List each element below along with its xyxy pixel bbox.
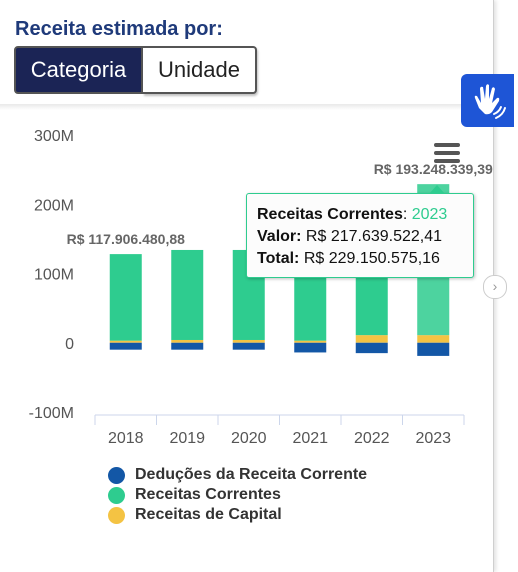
bar-deducoes-2022[interactable] [355,342,388,354]
sign-language-accessibility-button[interactable] [461,74,514,127]
bar-deducoes-2020[interactable] [232,342,265,350]
y-tick-label: 0 [65,336,74,353]
bar-receitas-correntes-2019[interactable] [171,249,204,340]
x-tick-label: 2020 [231,430,267,447]
chart-menu-button[interactable] [434,143,460,165]
legend-label: Receitas de Capital [135,506,282,523]
bar-deducoes-2019[interactable] [171,342,204,350]
x-tick-label: 2022 [354,430,390,447]
bar-receitas-de-capital-2022[interactable] [355,335,388,343]
chart-legend: Deduções da Receita Corrente Receitas Co… [108,465,367,525]
sign-language-icon [474,84,506,119]
tooltip-arrow [429,185,445,194]
y-tick-label: -100M [29,405,74,422]
legend-item-deducoes[interactable]: Deduções da Receita Corrente [108,465,367,485]
bar-deducoes-2023[interactable] [417,342,450,356]
legend-label: Deduções da Receita Corrente [135,466,368,483]
legend-dot [108,466,125,484]
bar-receitas-de-capital-2018[interactable] [109,340,142,343]
legend-dot [108,506,125,524]
categoria-button[interactable]: Categoria [14,46,143,94]
x-tick-label: 2023 [415,430,451,447]
data-label: R$ 193.248.339,39 [374,161,493,177]
menu-icon-line [434,143,460,147]
tooltip-total: R$ 229.150.575,16 [303,250,440,267]
data-label: R$ 117.906.480,88 [67,231,186,247]
bar-receitas-de-capital-2021[interactable] [294,340,327,343]
chart-tooltip: Receitas Correntes: 2023 Valor: R$ 217.6… [246,185,474,278]
x-tick-label: 2018 [108,430,144,447]
y-tick-label: 300M [34,128,74,145]
legend-item-receitas-capital[interactable]: Receitas de Capital [108,505,367,525]
tooltip-total-label: Total: [257,250,300,267]
divider [0,104,493,110]
legend-item-receitas-correntes[interactable]: Receitas Correntes [108,485,367,505]
view-toggle: Categoria Unidade [14,46,257,94]
revenue-card: Receita estimada por: Categoria Unidade … [0,0,494,572]
section-title: Receita estimada por: [15,18,223,40]
x-tick-label: 2021 [292,430,328,447]
scroll-right-icon[interactable]: › [483,275,507,299]
tooltip-valor: R$ 217.639.522,41 [305,228,443,245]
bar-deducoes-2021[interactable] [294,342,327,353]
bar-receitas-de-capital-2023[interactable] [417,335,450,343]
y-tick-label: 100M [34,267,74,284]
legend-dot [108,486,125,504]
y-tick-label: 200M [34,197,74,214]
bar-receitas-de-capital-2019[interactable] [171,339,204,343]
bar-deducoes-2018[interactable] [109,342,142,350]
bar-receitas-de-capital-2020[interactable] [232,339,265,343]
menu-icon-line [434,151,460,155]
bar-receitas-correntes-2018[interactable] [109,254,142,341]
tooltip-year: 2023 [411,206,448,223]
unidade-button[interactable]: Unidade [143,46,257,94]
tooltip-series: Receitas Correntes [257,206,403,223]
x-tick-label: 2019 [169,430,205,447]
tooltip-valor-label: Valor: [257,228,302,245]
menu-icon-line [434,159,460,163]
legend-label: Receitas Correntes [135,486,281,503]
